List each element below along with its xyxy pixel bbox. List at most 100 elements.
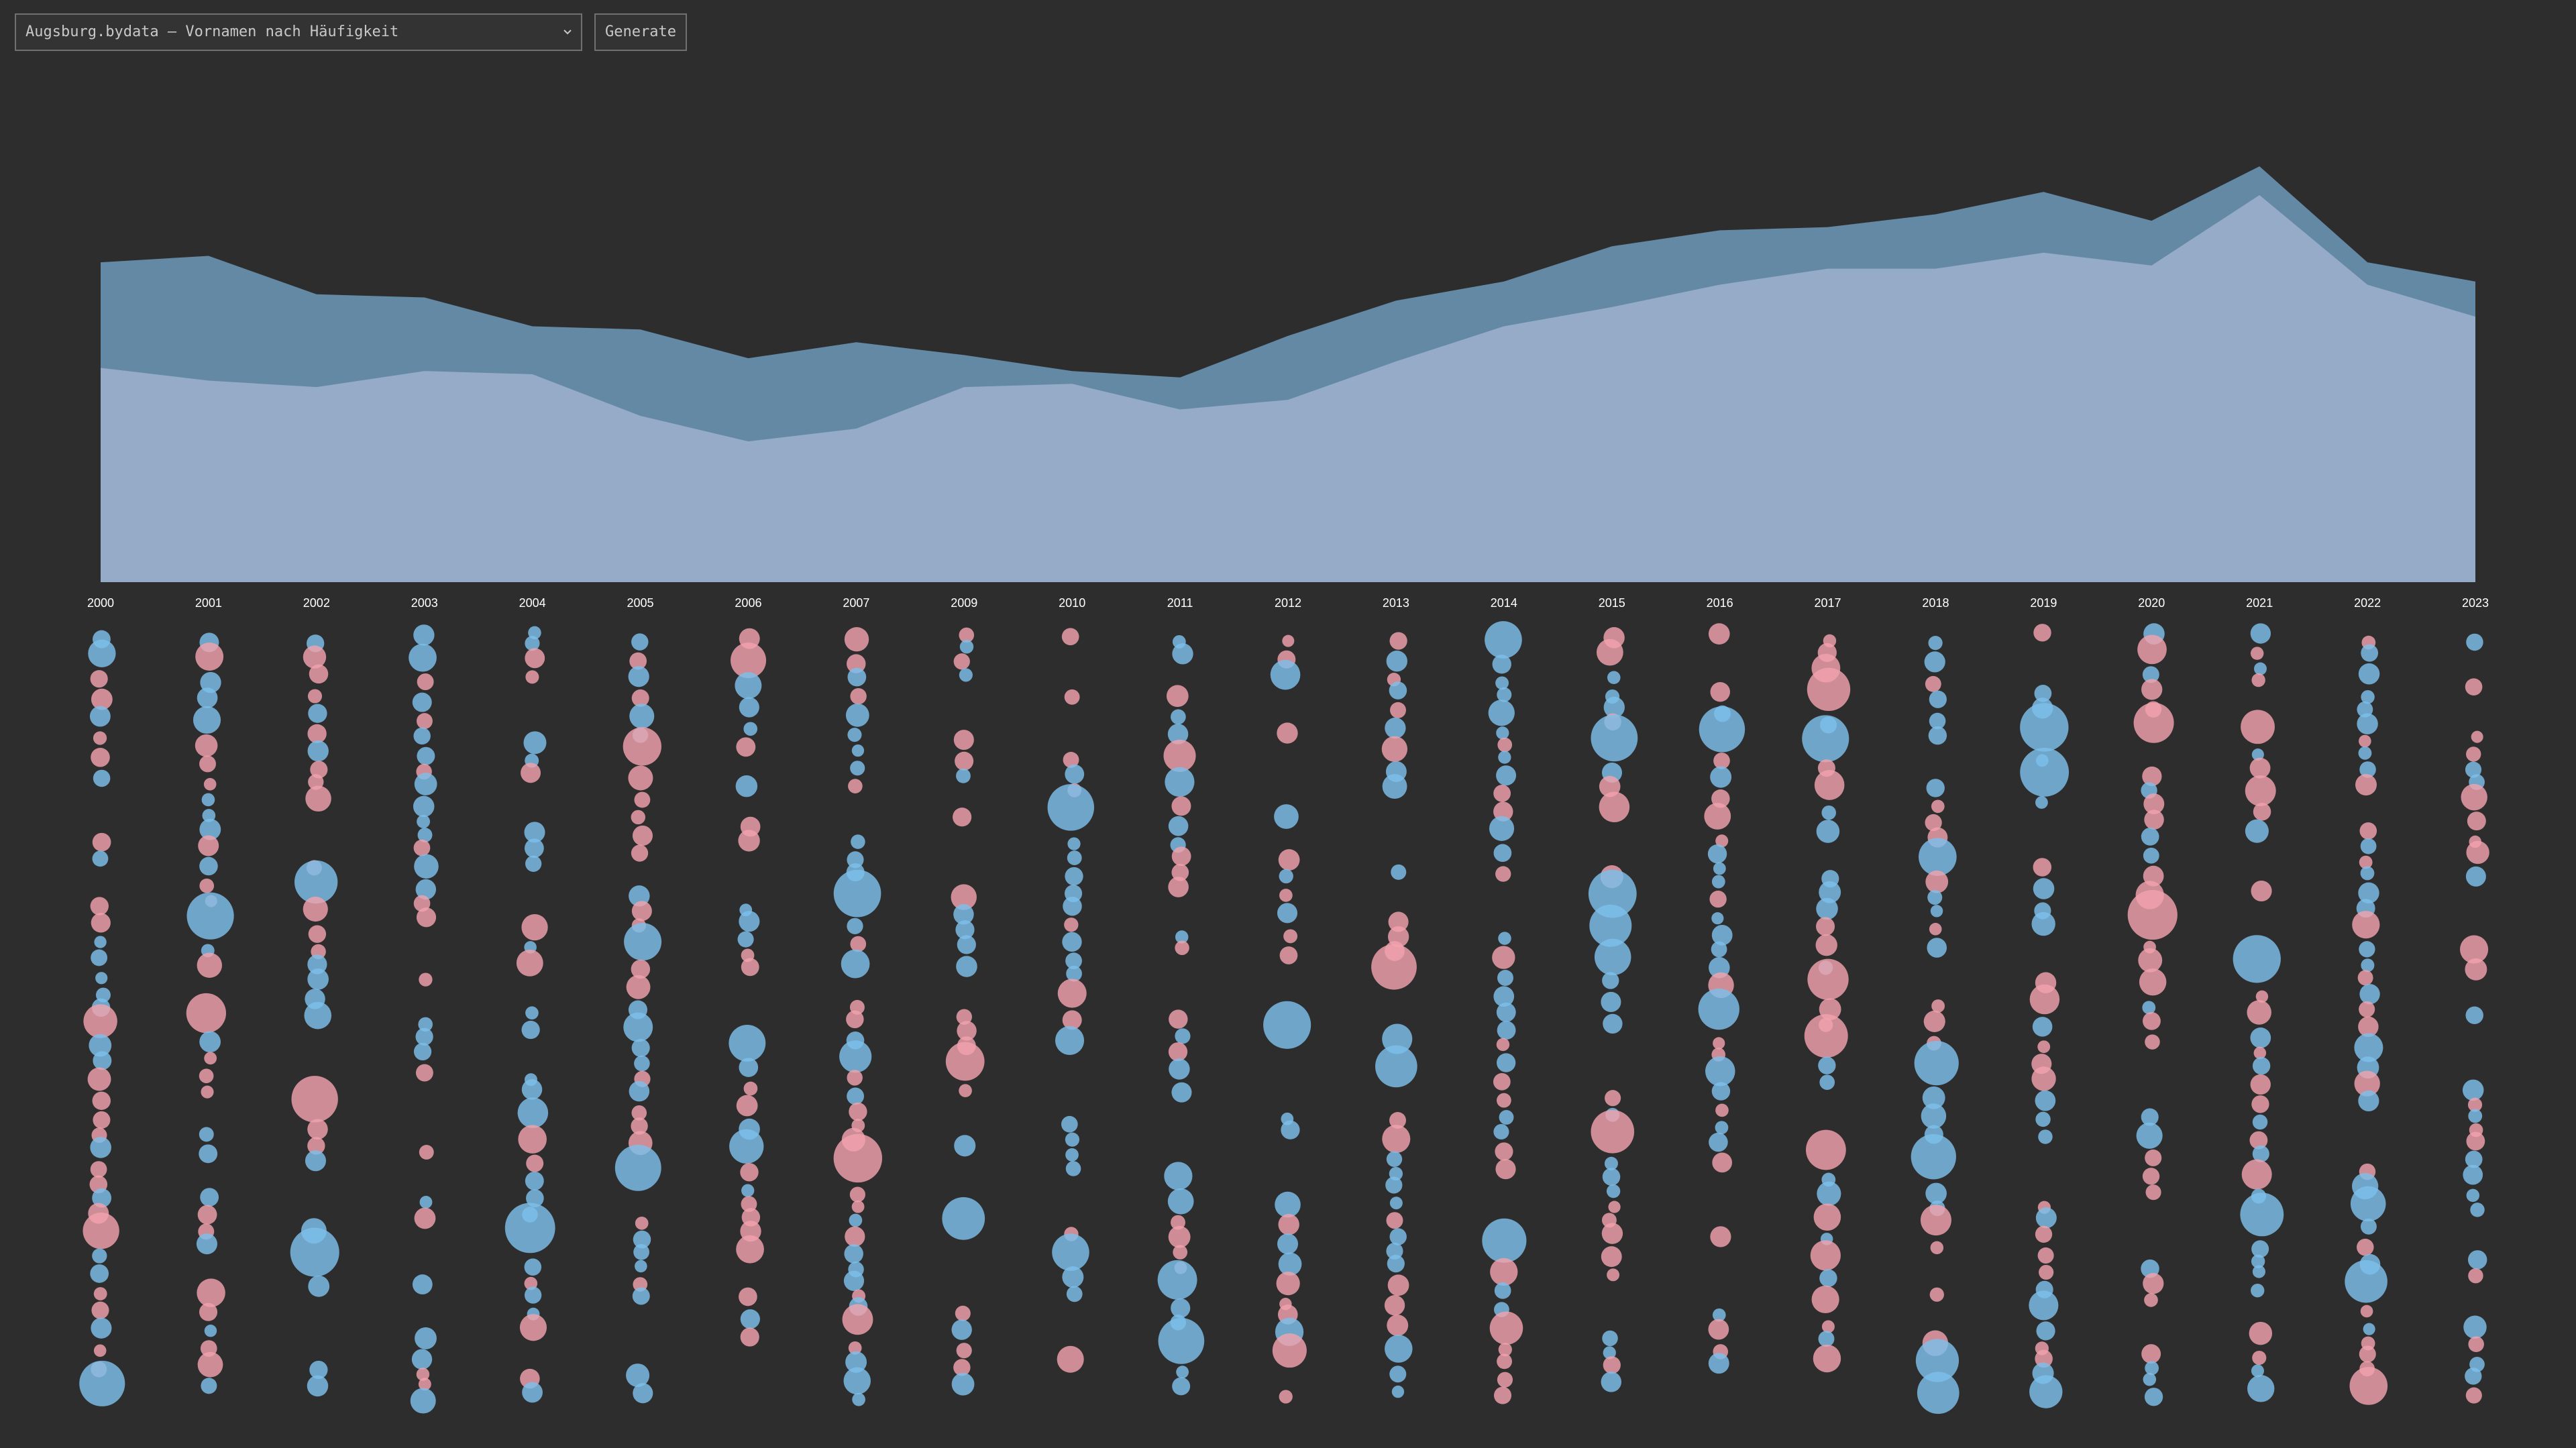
bubble-male (1386, 1242, 1403, 1260)
bubble-female (1282, 634, 1295, 647)
bubble-male (186, 892, 234, 940)
bubble-male (1391, 1385, 1405, 1398)
bubble-male (2345, 1260, 2387, 1303)
chevron-down-icon[interactable] (558, 23, 577, 42)
bubble-female (1495, 1159, 1516, 1180)
bubble-male (2032, 1017, 2053, 1037)
bubble-female (1931, 799, 1945, 814)
bubble-male (2034, 684, 2052, 702)
bubble-female (2033, 624, 2051, 642)
bubble-female (740, 1163, 759, 1182)
bubble-male (633, 1243, 650, 1260)
bubble-female (195, 643, 224, 671)
bubble-male (197, 687, 218, 708)
bubble-female (953, 653, 970, 670)
bubble-female (2138, 948, 2163, 972)
bubble-male (2020, 747, 2070, 797)
bubble-male (1382, 774, 1407, 799)
bubble-female (1278, 1214, 1299, 1235)
bubble-male (307, 968, 329, 990)
bubble-female (2465, 678, 2483, 695)
bubble-female (310, 761, 328, 779)
bubble-male (294, 860, 338, 904)
bubble-female (955, 751, 974, 771)
year-label: 2011 (1167, 596, 1193, 610)
bubble-male (851, 744, 865, 757)
bubble-female (90, 670, 108, 688)
bubble-male (1167, 1188, 1194, 1215)
bubble-female (736, 1235, 764, 1264)
bubble-female (845, 1226, 865, 1247)
bubble-male (955, 920, 975, 940)
bubble-male (1705, 1056, 1735, 1087)
bubble-female (623, 727, 661, 766)
bubble-male (1591, 714, 1638, 762)
bubble-male (1926, 779, 1945, 797)
bubble-male (2033, 878, 2055, 899)
bubble-male (845, 703, 869, 727)
bubble-male (1929, 712, 1946, 730)
bubble-female (2467, 1097, 2483, 1112)
bubble-male (1494, 1282, 1511, 1299)
bubble-male (1925, 1182, 1947, 1205)
bubble-male (739, 697, 759, 718)
bubble-female (740, 1327, 759, 1347)
bubble-female (1493, 1073, 1511, 1091)
bubble-female (199, 755, 216, 773)
bubble-female (2349, 1367, 2388, 1405)
year-label: 2013 (1383, 596, 1409, 610)
bubble-male (1698, 989, 1739, 1030)
bubble-male (417, 828, 433, 842)
bubble-male (204, 1324, 217, 1337)
bubble-female (1807, 667, 1851, 712)
bubble-female (1168, 877, 1189, 897)
area-base (101, 194, 2475, 582)
bubble-male (1929, 690, 1947, 708)
bubble-male (847, 917, 863, 934)
bubble-male (839, 1040, 872, 1073)
year-label: 2004 (519, 596, 546, 610)
bubble-female (186, 993, 226, 1034)
bubble-male (1157, 1260, 1197, 1300)
bubble-male (409, 643, 437, 672)
bubble-male (2036, 1321, 2055, 1341)
bubble-male (1711, 924, 1733, 946)
bubble-male (307, 740, 329, 762)
bubble-female (2467, 812, 2486, 831)
bubble-male (1497, 1021, 1516, 1040)
bubble-female (1277, 722, 1298, 744)
generate-button[interactable]: Generate (594, 13, 687, 51)
bubble-female (1930, 1241, 1944, 1255)
bubble-female (308, 925, 327, 943)
bubble-female (1384, 1295, 1405, 1316)
bubble-male (415, 1327, 437, 1349)
bubble-male (304, 1001, 332, 1029)
bubble-male (1065, 1161, 1081, 1176)
bubble-female (632, 825, 653, 846)
year-label: 2006 (735, 596, 761, 610)
bubble-male (2251, 1283, 2265, 1298)
bubble-male (1389, 1366, 1407, 1383)
bubble-female (741, 958, 759, 977)
dataset-select[interactable]: Augsburg.bydata – Vornamen nach Häufigke… (15, 13, 582, 51)
bubble-female (1821, 1320, 1835, 1333)
bubble-male (2245, 819, 2269, 843)
bubble-male (1710, 766, 1732, 788)
bubble-male (847, 728, 862, 742)
bubble-male (1496, 765, 1517, 786)
bubble-male (2363, 1323, 2375, 1335)
bubble-male (1165, 767, 1195, 797)
bubble-male (1919, 838, 1957, 876)
dataset-select-value[interactable]: Augsburg.bydata – Vornamen nach Häufigke… (15, 13, 582, 51)
bubble-female (2241, 1159, 2272, 1190)
bubble-female (1804, 1014, 1848, 1058)
bubble-female (2354, 1070, 2380, 1097)
bubble-female (416, 907, 437, 928)
bubble-male (1386, 1151, 1403, 1168)
bubble-male (526, 1189, 544, 1207)
bubble-female (2251, 1095, 2269, 1113)
bubble-male (1047, 784, 1095, 831)
bubble-male (521, 1020, 540, 1040)
bubble-female (1497, 1093, 1511, 1108)
bubble-female (1062, 1010, 1082, 1030)
